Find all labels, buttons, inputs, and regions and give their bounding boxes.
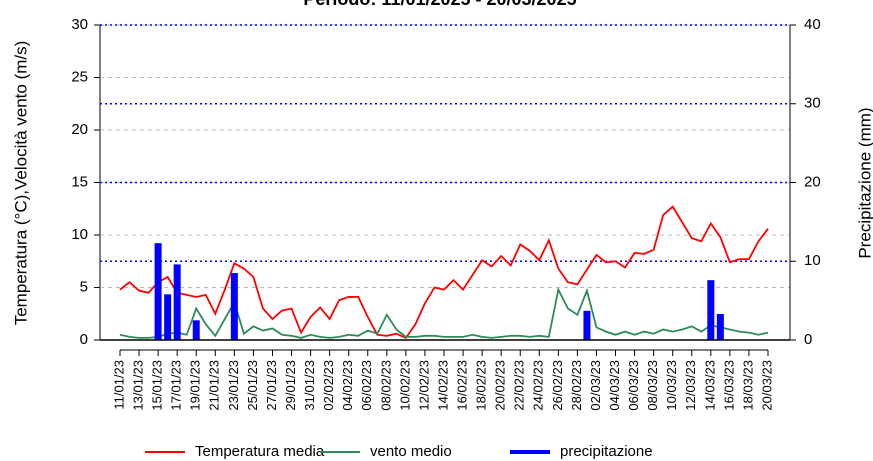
bar <box>716 314 724 340</box>
bar <box>707 280 715 340</box>
x-tick-label: 24/02/23 <box>531 360 546 411</box>
y-tick-label: 5 <box>80 278 88 295</box>
y2-tick-label: 0 <box>804 331 812 348</box>
x-tick-label: 29/01/23 <box>283 360 298 411</box>
legend-label: precipitazione <box>560 443 653 460</box>
bar <box>192 320 200 340</box>
x-tick-label: 20/02/23 <box>493 360 508 411</box>
x-tick-label: 02/03/23 <box>588 360 603 411</box>
x-tick-label: 15/01/23 <box>150 360 165 411</box>
line <box>119 286 769 339</box>
x-tick-label: 08/02/23 <box>378 360 393 411</box>
x-tick-label: 14/03/23 <box>702 360 717 411</box>
x-tick-label: 18/02/23 <box>474 360 489 411</box>
x-tick-label: 16/02/23 <box>454 360 469 411</box>
x-tick-label: 13/01/23 <box>130 360 145 411</box>
y2-tick-label: 20 <box>804 173 821 190</box>
x-tick-label: 28/02/23 <box>569 360 584 411</box>
bar <box>583 310 591 340</box>
x-tick-label: 22/02/23 <box>512 360 527 411</box>
legend-label: vento medio <box>370 443 452 460</box>
y-axis-label: Temperatura (°C),Velocità vento (m/s) <box>11 41 30 326</box>
x-tick-label: 18/03/23 <box>740 360 755 411</box>
y2-axis-label: Precipitazione (mm) <box>855 107 873 258</box>
x-tick-label: 23/01/23 <box>226 360 241 411</box>
y-tick-label: 15 <box>71 173 88 190</box>
x-tick-label: 02/02/23 <box>321 360 336 411</box>
legend-label: Temperatura media <box>195 443 325 460</box>
y-tick-label: 25 <box>71 68 88 85</box>
x-tick-label: 17/01/23 <box>169 360 184 411</box>
line <box>119 205 769 340</box>
x-tick-label: 06/02/23 <box>359 360 374 411</box>
y2-tick-label: 10 <box>804 252 821 269</box>
bar <box>154 243 162 340</box>
x-tick-label: 14/02/23 <box>435 360 450 411</box>
y2-tick-label: 30 <box>804 95 821 112</box>
x-tick-label: 06/03/23 <box>626 360 641 411</box>
x-tick-label: 27/01/23 <box>264 360 279 411</box>
y2-tick-label: 40 <box>804 16 821 33</box>
y-tick-label: 20 <box>71 121 88 138</box>
y-tick-label: 0 <box>80 331 88 348</box>
y-tick-label: 10 <box>71 226 88 243</box>
x-tick-label: 04/02/23 <box>340 360 355 411</box>
bar <box>164 294 172 340</box>
x-tick-label: 11/01/23 <box>111 360 126 410</box>
x-tick-label: 25/01/23 <box>245 360 260 411</box>
x-tick-label: 04/03/23 <box>607 360 622 411</box>
x-tick-label: 31/01/23 <box>302 360 317 411</box>
x-tick-label: 21/01/23 <box>207 360 222 411</box>
x-tick-label: 26/02/23 <box>550 360 565 411</box>
x-tick-label: 19/01/23 <box>188 360 203 411</box>
x-tick-label: 10/03/23 <box>664 360 679 411</box>
y-tick-label: 30 <box>71 16 88 33</box>
x-tick-label: 10/02/23 <box>397 360 412 411</box>
x-tick-label: 12/02/23 <box>416 360 431 411</box>
bar <box>230 273 238 340</box>
x-tick-label: 16/03/23 <box>721 360 736 411</box>
bar <box>173 264 181 340</box>
x-tick-label: 20/03/23 <box>759 360 774 411</box>
x-tick-label: 08/03/23 <box>645 360 660 411</box>
x-tick-label: 12/03/23 <box>683 360 698 411</box>
